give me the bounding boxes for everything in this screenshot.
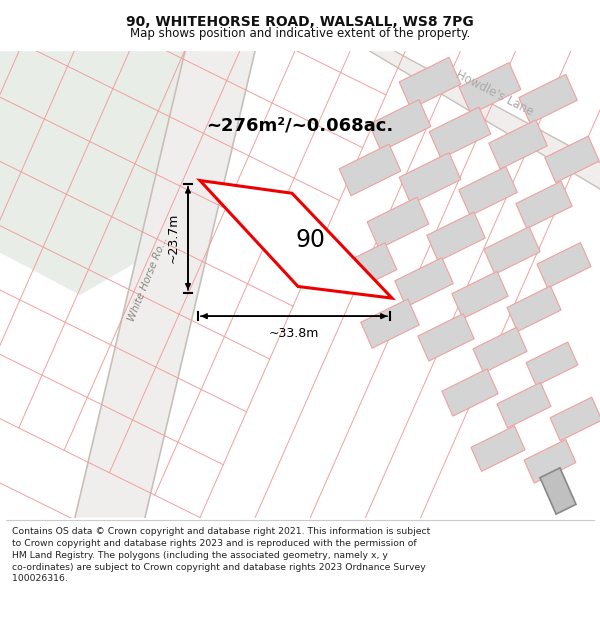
- Polygon shape: [459, 166, 517, 216]
- Polygon shape: [540, 468, 576, 514]
- Polygon shape: [429, 107, 491, 159]
- Polygon shape: [339, 144, 401, 196]
- Polygon shape: [361, 299, 419, 348]
- Polygon shape: [200, 181, 392, 298]
- Polygon shape: [442, 369, 498, 416]
- Polygon shape: [484, 227, 540, 274]
- Polygon shape: [507, 286, 561, 331]
- Polygon shape: [545, 136, 599, 182]
- Text: Howdle's Lane: Howdle's Lane: [454, 69, 536, 119]
- Polygon shape: [399, 58, 461, 109]
- Polygon shape: [395, 258, 453, 307]
- Text: 90, WHITEHORSE ROAD, WALSALL, WS8 7PG: 90, WHITEHORSE ROAD, WALSALL, WS8 7PG: [126, 16, 474, 29]
- Text: ~23.7m: ~23.7m: [167, 213, 180, 264]
- Text: White Horse Ro...: White Horse Ro...: [127, 236, 170, 322]
- Polygon shape: [0, 51, 200, 295]
- Polygon shape: [519, 74, 577, 124]
- Polygon shape: [335, 242, 397, 294]
- Polygon shape: [471, 426, 525, 471]
- Polygon shape: [452, 271, 508, 319]
- Polygon shape: [370, 51, 600, 189]
- Polygon shape: [489, 120, 547, 169]
- Polygon shape: [550, 397, 600, 441]
- Text: 90: 90: [296, 228, 325, 252]
- Polygon shape: [473, 328, 527, 373]
- Polygon shape: [497, 382, 551, 428]
- Text: Map shows position and indicative extent of the property.: Map shows position and indicative extent…: [130, 27, 470, 40]
- Polygon shape: [399, 152, 461, 204]
- Polygon shape: [427, 212, 485, 261]
- Polygon shape: [369, 99, 431, 151]
- Polygon shape: [459, 62, 521, 114]
- Text: Contains OS data © Crown copyright and database right 2021. This information is : Contains OS data © Crown copyright and d…: [12, 527, 430, 583]
- Polygon shape: [524, 439, 576, 483]
- Text: ~33.8m: ~33.8m: [269, 327, 319, 339]
- Text: ~276m²/~0.068ac.: ~276m²/~0.068ac.: [206, 116, 394, 134]
- Polygon shape: [526, 342, 578, 386]
- Polygon shape: [516, 181, 572, 229]
- Polygon shape: [367, 197, 429, 249]
- Polygon shape: [537, 242, 591, 288]
- Polygon shape: [75, 51, 255, 518]
- Polygon shape: [418, 314, 474, 361]
